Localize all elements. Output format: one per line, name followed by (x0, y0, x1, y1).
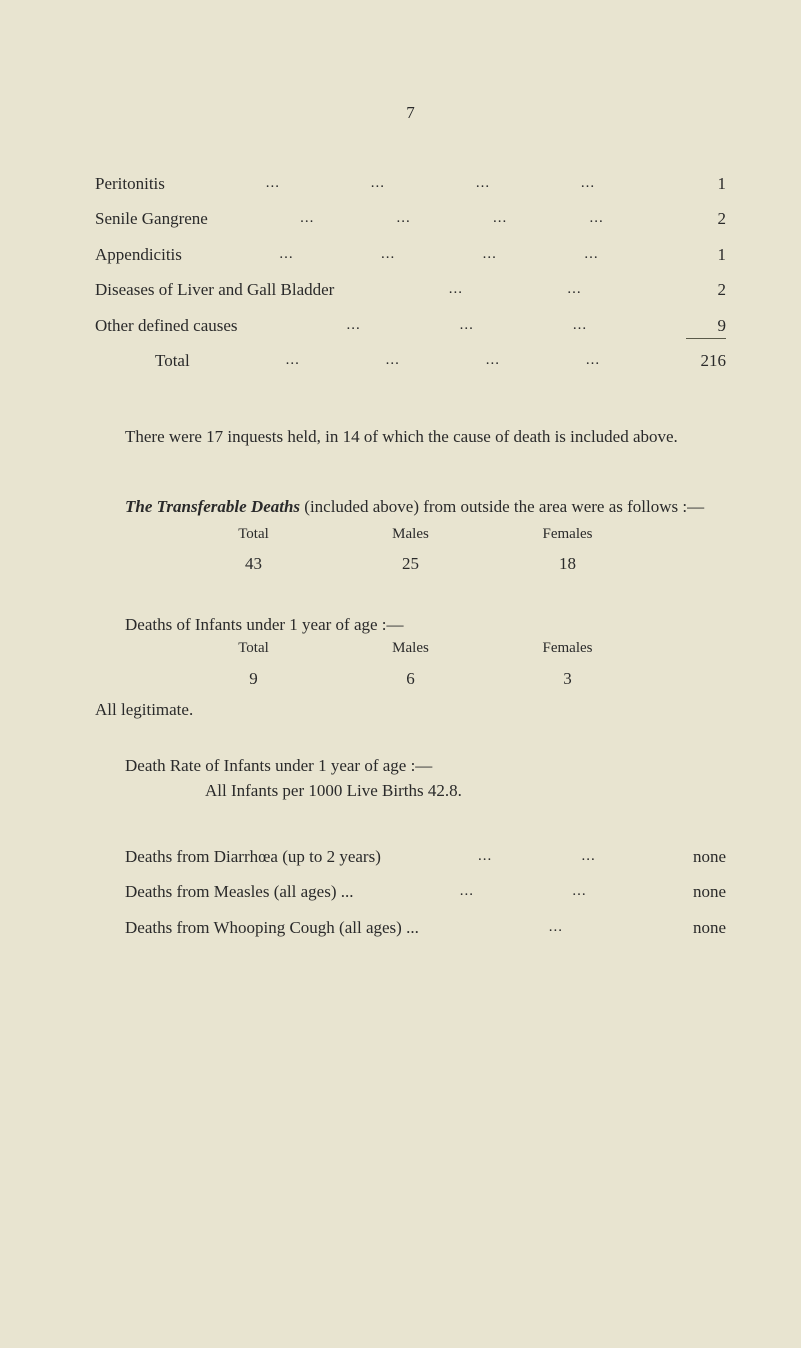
deaths-from-value: none (655, 915, 726, 941)
deaths-from-value: none (655, 844, 726, 870)
cause-value: 9 (686, 313, 726, 339)
cause-label: Peritonitis (95, 171, 175, 197)
table-header: Females (489, 637, 646, 660)
cause-row: Other defined causes ......... 9 (95, 313, 726, 339)
cause-label: Appendicitis (95, 242, 192, 268)
leader-dots: ............ (192, 243, 686, 260)
deaths-from-row: Deaths from Diarrhœa (up to 2 years) ...… (95, 844, 726, 870)
table-value: 3 (489, 666, 646, 692)
cause-label: Other defined causes (95, 313, 248, 339)
leader-dots: ...... (389, 845, 655, 862)
table-value: 6 (332, 666, 489, 692)
inquest-paragraph: There were 17 inquests held, in 14 of wh… (95, 424, 726, 450)
cause-value: 2 (686, 206, 726, 232)
total-label: Total (95, 348, 200, 374)
leader-dots: ......... (248, 314, 686, 331)
table-value: 9 (175, 666, 332, 692)
table-header: Total (175, 637, 332, 660)
total-value: 216 (686, 348, 726, 374)
cause-row: Diseases of Liver and Gall Bladder .....… (95, 277, 726, 303)
death-rate-section: Death Rate of Infants under 1 year of ag… (95, 753, 726, 804)
death-rate-line2: All Infants per 1000 Live Births 42.8. (95, 778, 726, 804)
deaths-from-row: Deaths from Measles (all ages) ... .....… (95, 879, 726, 905)
leader-dots: ............ (175, 172, 686, 189)
table-header: Total (175, 523, 332, 546)
leader-dots: ............ (200, 349, 686, 366)
deaths-from-label: Deaths from Measles (all ages) ... (95, 879, 361, 905)
cause-label: Diseases of Liver and Gall Bladder (95, 277, 344, 303)
deaths-from-row: Deaths from Whooping Cough (all ages) ..… (95, 915, 726, 941)
deaths-from-label: Deaths from Diarrhœa (up to 2 years) (95, 844, 389, 870)
leader-dots: ...... (344, 278, 686, 295)
deaths-from-value: none (655, 879, 726, 905)
infants-table-values: 9 6 3 (175, 666, 646, 692)
cause-row: Peritonitis ............ 1 (95, 171, 726, 197)
table-value: 25 (332, 551, 489, 577)
table-header: Males (332, 637, 489, 660)
all-legitimate-note: All legitimate. (95, 697, 726, 723)
deaths-from-causes-section: Deaths from Diarrhœa (up to 2 years) ...… (95, 844, 726, 941)
deaths-from-label: Deaths from Whooping Cough (all ages) ..… (95, 915, 427, 941)
cause-value: 1 (686, 242, 726, 268)
table-value: 43 (175, 551, 332, 577)
infants-under-1-heading: Deaths of Infants under 1 year of age :— (95, 612, 726, 638)
table-header: Males (332, 523, 489, 546)
death-rate-line1: Death Rate of Infants under 1 year of ag… (95, 753, 726, 779)
cause-of-death-list: Peritonitis ............ 1 Senile Gangre… (95, 171, 726, 374)
infants-table-headers: Total Males Females (175, 637, 646, 660)
heading-rest: (included above) from outside the area w… (300, 497, 704, 516)
transferable-table-values: 43 25 18 (175, 551, 646, 577)
leader-dots: ... (427, 916, 655, 933)
table-header: Females (489, 523, 646, 546)
total-divider-line (686, 338, 726, 339)
transferable-deaths-heading: The Transferable Deaths (included above)… (95, 494, 726, 520)
cause-row: Appendicitis ............ 1 (95, 242, 726, 268)
heading-emphasis: The Transferable Deaths (125, 497, 300, 516)
table-value: 18 (489, 551, 646, 577)
cause-row: Senile Gangrene ............ 2 (95, 206, 726, 232)
leader-dots: ............ (218, 207, 686, 224)
page-number: 7 (95, 100, 726, 126)
cause-label: Senile Gangrene (95, 206, 218, 232)
total-row: Total ............ 216 (95, 348, 726, 374)
leader-dots: ...... (361, 880, 654, 897)
cause-value: 2 (686, 277, 726, 303)
transferable-table-headers: Total Males Females (175, 523, 646, 546)
cause-value: 1 (686, 171, 726, 197)
